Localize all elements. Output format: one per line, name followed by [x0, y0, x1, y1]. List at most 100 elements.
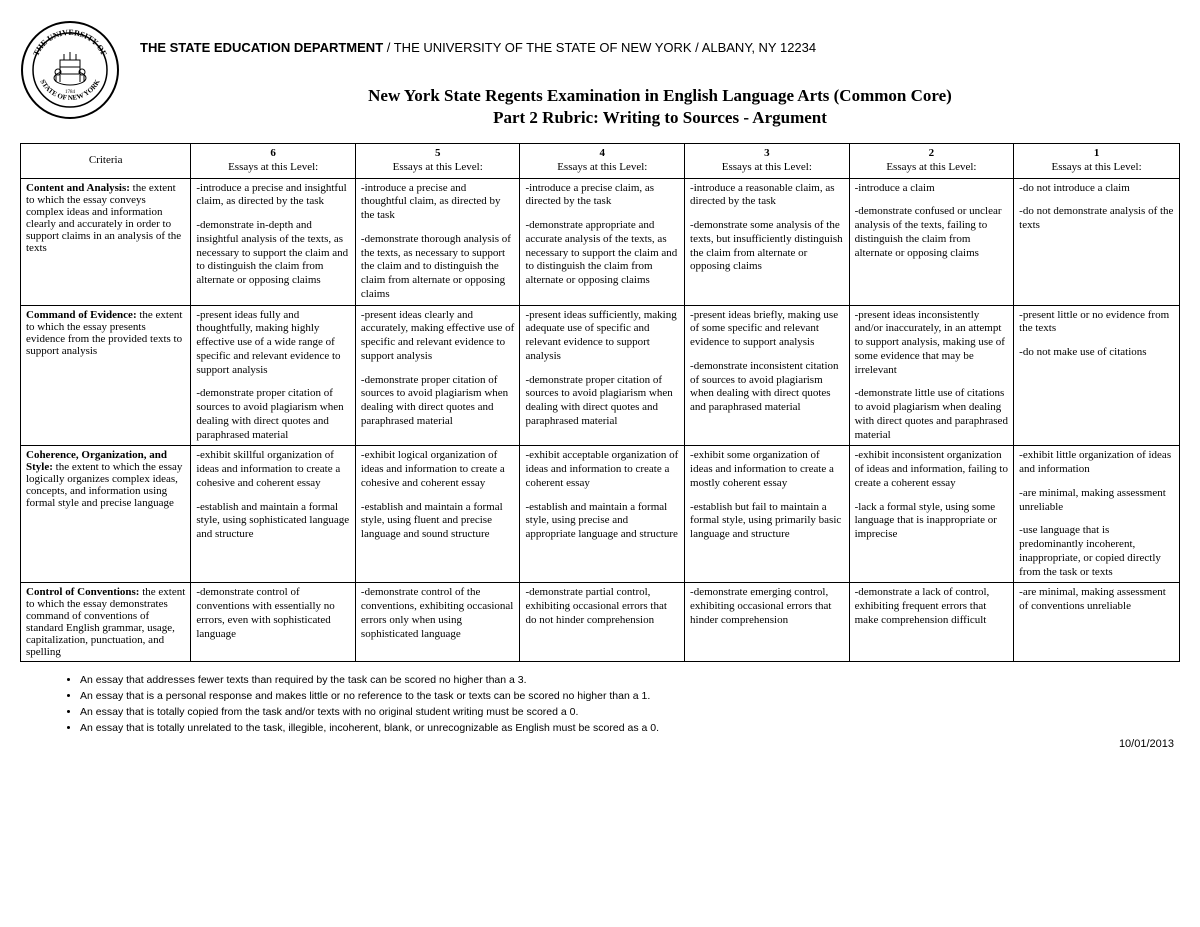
cell-item: -establish and maintain a formal style, … [361, 501, 515, 542]
score-cell: -exhibit inconsistent organization of id… [849, 446, 1014, 583]
score-cell: -present little or no evidence from the … [1014, 305, 1180, 446]
footnote-item: An essay that is totally unrelated to th… [80, 722, 1180, 734]
cell-item: -use language that is predominantly inco… [1019, 524, 1174, 579]
criteria-cell: Coherence, Organization, and Style: the … [21, 446, 191, 583]
cell-item: -introduce a claim [855, 182, 1009, 196]
score-cell: -exhibit acceptable organization of idea… [520, 446, 685, 583]
col-score-header: 4Essays at this Level: [520, 144, 685, 179]
cell-item: -do not demonstrate analysis of the text… [1019, 205, 1174, 233]
score-cell: -introduce a precise and thoughtful clai… [355, 178, 520, 305]
score-cell: -present ideas fully and thoughtfully, m… [191, 305, 356, 446]
cell-item: -introduce a precise claim, as directed … [525, 182, 679, 210]
cell-item: -demonstrate proper citation of sources … [196, 387, 350, 442]
score-cell: -exhibit skillful organization of ideas … [191, 446, 356, 583]
cell-item: -exhibit acceptable organization of idea… [525, 449, 679, 490]
cell-item: -exhibit some organization of ideas and … [690, 449, 844, 490]
score-cell: -present ideas briefly, making use of so… [685, 305, 850, 446]
header-text: THE STATE EDUCATION DEPARTMENT / THE UNI… [140, 20, 1180, 135]
score-cell: -present ideas sufficiently, making adeq… [520, 305, 685, 446]
col-score-header: 3Essays at this Level: [685, 144, 850, 179]
col-criteria-header: Criteria [21, 144, 191, 179]
cell-item: -demonstrate control of the conventions,… [361, 586, 515, 641]
score-cell: -introduce a claim -demonstrate confused … [849, 178, 1014, 305]
score-cell: -present ideas inconsistently and/or ina… [849, 305, 1014, 446]
cell-item: -demonstrate in-depth and insightful ana… [196, 219, 350, 288]
cell-item: -demonstrate confused or unclear analysi… [855, 205, 1009, 260]
cell-item: -introduce a reasonable claim, as direct… [690, 182, 844, 210]
score-cell: -demonstrate control of the conventions,… [355, 583, 520, 662]
score-cell: -demonstrate a lack of control, exhibiti… [849, 583, 1014, 662]
col-score-header: 6Essays at this Level: [191, 144, 356, 179]
dept-bold: THE STATE EDUCATION DEPARTMENT [140, 40, 383, 55]
score-cell: -exhibit some organization of ideas and … [685, 446, 850, 583]
cell-item: -demonstrate proper citation of sources … [361, 374, 515, 429]
cell-item: -exhibit logical organization of ideas a… [361, 449, 515, 490]
score-cell: -exhibit little organization of ideas an… [1014, 446, 1180, 583]
cell-item: -demonstrate emerging control, exhibitin… [690, 586, 844, 627]
score-cell: -exhibit logical organization of ideas a… [355, 446, 520, 583]
score-cell: -do not introduce a claim -do not demonst… [1014, 178, 1180, 305]
document-date: 10/01/2013 [20, 738, 1180, 750]
header-row: THE UNIVERSITY OF STATE OF NEW YORK 1784… [20, 20, 1180, 135]
title-block: New York State Regents Examination in En… [140, 85, 1180, 129]
doc-title-2: Part 2 Rubric: Writing to Sources - Argu… [140, 107, 1180, 129]
score-cell: -introduce a precise and insightful clai… [191, 178, 356, 305]
footnote-item: An essay that addresses fewer texts than… [80, 674, 1180, 686]
cell-item: -establish but fail to maintain a formal… [690, 501, 844, 542]
score-cell: -demonstrate control of conventions with… [191, 583, 356, 662]
cell-item: -present ideas fully and thoughtfully, m… [196, 309, 350, 378]
table-row: Coherence, Organization, and Style: the … [21, 446, 1180, 583]
score-cell: -introduce a reasonable claim, as direct… [685, 178, 850, 305]
score-cell: -present ideas clearly and accurately, m… [355, 305, 520, 446]
cell-item: -exhibit skillful organization of ideas … [196, 449, 350, 490]
cell-item: -demonstrate inconsistent citation of so… [690, 360, 844, 415]
score-cell: -are minimal, making assessment of conve… [1014, 583, 1180, 662]
score-cell: -demonstrate partial control, exhibiting… [520, 583, 685, 662]
cell-item: -demonstrate proper citation of sources … [525, 374, 679, 429]
doc-title-1: New York State Regents Examination in En… [140, 85, 1180, 107]
col-score-header: 1Essays at this Level: [1014, 144, 1180, 179]
rubric-table-head: Criteria6Essays at this Level:5Essays at… [21, 144, 1180, 179]
footnotes-list: An essay that addresses fewer texts than… [80, 674, 1180, 734]
cell-item: -demonstrate thorough analysis of the te… [361, 233, 515, 302]
cell-item: -present ideas sufficiently, making adeq… [525, 309, 679, 364]
cell-item: -demonstrate some analysis of the texts,… [690, 219, 844, 274]
col-score-header: 2Essays at this Level: [849, 144, 1014, 179]
cell-item: -introduce a precise and insightful clai… [196, 182, 350, 210]
score-cell: -demonstrate emerging control, exhibitin… [685, 583, 850, 662]
table-row: Content and Analysis: the extent to whic… [21, 178, 1180, 305]
rubric-table: Criteria6Essays at this Level:5Essays at… [20, 143, 1180, 662]
cell-item: -exhibit inconsistent organization of id… [855, 449, 1009, 490]
cell-item: -establish and maintain a formal style, … [525, 501, 679, 542]
cell-item: -do not introduce a claim [1019, 182, 1174, 196]
rubric-table-body: Content and Analysis: the extent to whic… [21, 178, 1180, 662]
header-row: Criteria6Essays at this Level:5Essays at… [21, 144, 1180, 179]
criteria-cell: Control of Conventions: the extent to wh… [21, 583, 191, 662]
cell-item: -establish and maintain a formal style, … [196, 501, 350, 542]
cell-item: -lack a formal style, using some languag… [855, 501, 1009, 542]
table-row: Command of Evidence: the extent to which… [21, 305, 1180, 446]
cell-item: -exhibit little organization of ideas an… [1019, 449, 1174, 477]
score-cell: -introduce a precise claim, as directed … [520, 178, 685, 305]
cell-item: -demonstrate appropriate and accurate an… [525, 219, 679, 288]
cell-item: -demonstrate little use of citations to … [855, 387, 1009, 442]
table-row: Control of Conventions: the extent to wh… [21, 583, 1180, 662]
cell-item: -present ideas inconsistently and/or ina… [855, 309, 1009, 378]
cell-item: -are minimal, making assessment of conve… [1019, 586, 1174, 614]
svg-text:1784: 1784 [65, 90, 76, 95]
criteria-cell: Content and Analysis: the extent to whic… [21, 178, 191, 305]
cell-item: -demonstrate control of conventions with… [196, 586, 350, 641]
cell-item: -demonstrate a lack of control, exhibiti… [855, 586, 1009, 627]
department-line: THE STATE EDUCATION DEPARTMENT / THE UNI… [140, 40, 1180, 55]
cell-item: -are minimal, making assessment unreliab… [1019, 487, 1174, 515]
cell-item: -demonstrate partial control, exhibiting… [525, 586, 679, 627]
footnote-item: An essay that is a personal response and… [80, 690, 1180, 702]
cell-item: -present ideas briefly, making use of so… [690, 309, 844, 350]
footnote-item: An essay that is totally copied from the… [80, 706, 1180, 718]
col-score-header: 5Essays at this Level: [355, 144, 520, 179]
dept-rest: / THE UNIVERSITY OF THE STATE OF NEW YOR… [383, 40, 816, 55]
cell-item: -present little or no evidence from the … [1019, 309, 1174, 337]
cell-item: -do not make use of citations [1019, 346, 1174, 360]
state-seal-icon: THE UNIVERSITY OF STATE OF NEW YORK 1784 [20, 20, 120, 120]
cell-item: -introduce a precise and thoughtful clai… [361, 182, 515, 223]
